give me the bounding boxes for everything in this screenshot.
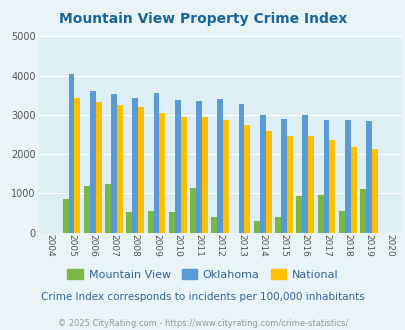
Text: © 2025 CityRating.com - https://www.cityrating.com/crime-statistics/: © 2025 CityRating.com - https://www.city… [58,319,347,328]
Bar [302,115,307,233]
Legend: Mountain View, Oklahoma, National: Mountain View, Oklahoma, National [63,265,342,284]
Bar [83,185,90,233]
Bar [265,131,271,233]
Bar [90,91,96,233]
Bar [96,102,101,233]
Bar [62,199,68,233]
Bar [117,105,123,233]
Bar [211,217,217,233]
Bar [307,136,313,233]
Bar [323,120,329,233]
Bar [105,184,111,233]
Bar [132,98,138,233]
Bar [111,94,117,233]
Bar [365,121,371,233]
Bar [280,119,286,233]
Bar [153,93,159,233]
Bar [275,216,280,233]
Bar [259,115,265,233]
Bar [190,188,196,233]
Bar [371,149,377,233]
Bar [138,107,144,233]
Bar [253,221,259,233]
Text: Crime Index corresponds to incidents per 100,000 inhabitants: Crime Index corresponds to incidents per… [41,292,364,302]
Bar [359,189,365,233]
Bar [344,120,350,233]
Bar [223,119,228,233]
Bar [168,212,174,233]
Bar [147,212,153,233]
Bar [68,74,74,233]
Bar [196,102,201,233]
Bar [350,147,356,233]
Bar [286,136,292,233]
Bar [217,99,223,233]
Bar [329,140,335,233]
Bar [126,212,132,233]
Bar [180,117,186,233]
Bar [174,100,180,233]
Bar [338,211,344,233]
Bar [244,125,250,233]
Bar [74,98,80,233]
Bar [317,195,323,233]
Bar [296,196,302,233]
Text: Mountain View Property Crime Index: Mountain View Property Crime Index [59,12,346,25]
Bar [159,113,165,233]
Bar [238,104,244,233]
Bar [201,117,207,233]
